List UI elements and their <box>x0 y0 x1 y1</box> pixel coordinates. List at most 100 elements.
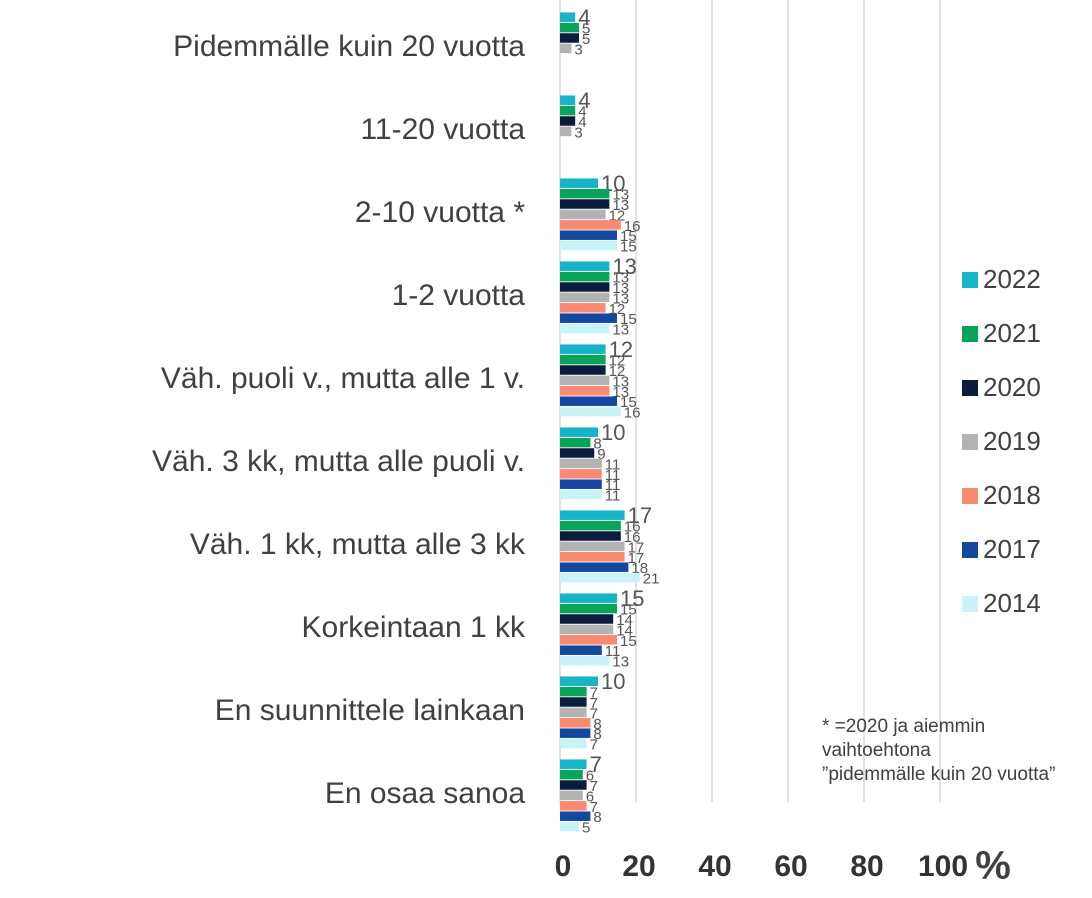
value-label: 21 <box>643 571 660 588</box>
value-label: 13 <box>612 373 629 390</box>
value-label: 4 <box>578 104 586 121</box>
bar <box>560 105 576 116</box>
category-label: En osaa sanoa <box>325 777 525 810</box>
bar <box>560 344 606 354</box>
value-label: 16 <box>624 218 641 235</box>
value-label: 14 <box>616 622 633 639</box>
category-label: 2-10 vuotta * <box>355 196 525 229</box>
bar <box>560 22 579 33</box>
value-label: 14 <box>616 612 633 629</box>
legend-swatch <box>962 380 978 396</box>
bar <box>560 43 572 54</box>
value-label: 11 <box>605 467 621 484</box>
bar <box>560 645 602 655</box>
bar <box>560 188 610 199</box>
x-tick-label: 20 <box>622 850 655 883</box>
bar <box>560 199 610 209</box>
bar <box>560 552 625 562</box>
category-label: Pidemmälle kuin 20 vuotta <box>173 30 525 63</box>
category-label: En suunnittele lainkaan <box>215 694 525 727</box>
category-label: Väh. 1 kk, mutta alle 3 kk <box>190 528 526 561</box>
bar <box>560 531 621 541</box>
value-label: 10 <box>601 669 625 694</box>
value-label: 5 <box>582 21 590 38</box>
bar <box>560 718 591 728</box>
bar <box>560 603 617 614</box>
value-label: 13 <box>612 254 636 279</box>
value-label: 15 <box>620 633 637 650</box>
value-label: 3 <box>574 124 582 141</box>
bar <box>560 354 606 365</box>
value-label: 7 <box>590 778 598 795</box>
category-label: 1-2 vuotta <box>392 279 526 312</box>
bar <box>560 707 587 718</box>
value-label: 16 <box>624 519 641 536</box>
bar <box>560 510 625 520</box>
bar <box>560 323 610 334</box>
bar <box>560 541 625 552</box>
value-label: 17 <box>628 550 645 567</box>
bar <box>560 271 610 282</box>
value-label: 13 <box>612 197 629 214</box>
bar <box>560 676 598 686</box>
value-label: 7 <box>590 799 598 816</box>
bar <box>560 220 621 230</box>
value-label: 8 <box>593 436 601 453</box>
legend-swatch <box>962 326 978 342</box>
value-label: 15 <box>620 228 637 245</box>
bar <box>560 375 610 386</box>
legend-label: 2020 <box>983 372 1041 402</box>
bar <box>560 697 587 707</box>
value-label: 15 <box>620 586 644 611</box>
value-label: 10 <box>601 420 625 445</box>
legend-swatch <box>962 596 978 612</box>
bar <box>560 686 587 697</box>
bar <box>560 12 576 22</box>
footnote: ”pidemmälle kuin 20 vuotta” <box>822 764 1055 785</box>
legend-label: 2022 <box>983 264 1041 294</box>
bar <box>560 593 617 603</box>
value-label: 13 <box>612 290 629 307</box>
bar <box>560 33 579 43</box>
value-label: 5 <box>582 820 590 837</box>
legend-swatch <box>962 488 978 504</box>
bar <box>560 655 610 666</box>
category-label: Väh. 3 kk, mutta alle puoli v. <box>152 445 525 478</box>
bar <box>560 572 640 583</box>
value-label: 5 <box>582 31 590 48</box>
value-label: 7 <box>590 752 602 777</box>
bar <box>560 811 591 821</box>
bar <box>560 728 591 738</box>
value-label: 13 <box>612 280 629 297</box>
legend-swatch <box>962 272 978 288</box>
value-label: 15 <box>620 394 637 411</box>
bar <box>560 469 602 479</box>
value-label: 4 <box>578 88 590 113</box>
value-label: 15 <box>620 602 637 619</box>
legend-label: 2021 <box>983 318 1041 348</box>
value-label: 6 <box>586 768 594 785</box>
value-label: 11 <box>605 477 621 494</box>
bar <box>560 126 572 137</box>
bar <box>560 769 583 780</box>
bar <box>560 116 576 126</box>
bar <box>560 396 617 406</box>
bar <box>560 292 610 303</box>
bar <box>560 759 587 769</box>
value-label: 12 <box>609 363 626 380</box>
x-tick-label: 60 <box>774 850 807 883</box>
x-tick-label: 0 <box>555 850 572 883</box>
bar <box>560 801 587 811</box>
bar <box>560 821 579 832</box>
value-label: 16 <box>624 529 641 546</box>
bar <box>560 448 595 458</box>
category-label: 11-20 vuotta <box>360 113 525 146</box>
value-label: 8 <box>593 726 601 743</box>
bar <box>560 386 610 396</box>
footnote: * =2020 ja aiemmin <box>822 716 985 737</box>
legend-label: 2017 <box>983 534 1041 564</box>
category-label: Väh. puoli v., mutta alle 1 v. <box>161 362 525 395</box>
bar <box>560 489 602 500</box>
bar <box>560 614 614 624</box>
